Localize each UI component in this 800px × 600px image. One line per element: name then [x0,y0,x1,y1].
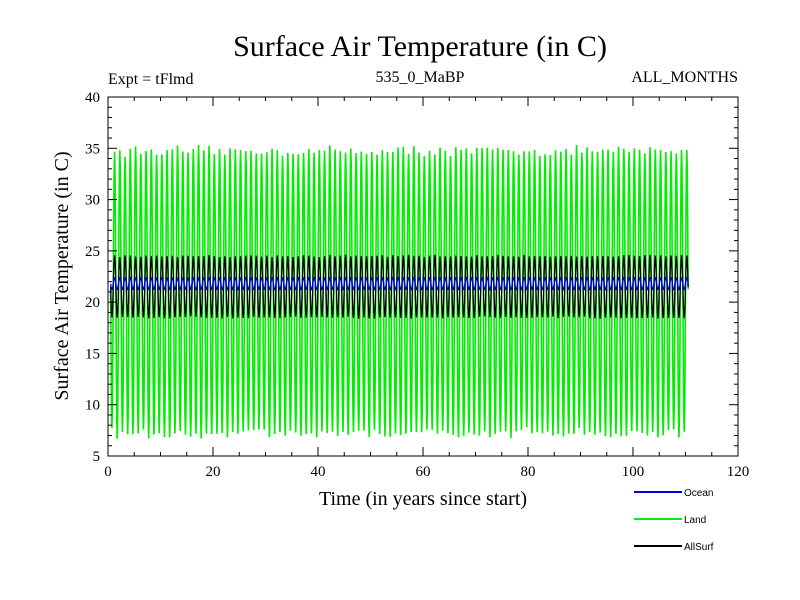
series-line-ocean [109,276,689,291]
x-tick-label: 40 [311,464,326,480]
series-layer [109,144,689,439]
y-tick-label: 15 [85,346,100,362]
x-tick-label: 0 [104,464,112,480]
x-tick-label: 60 [416,464,431,480]
y-tick-label: 30 [85,193,100,209]
x-axis-label: Time (in years since start) [319,488,527,510]
period-label: 535_0_MaBP [376,69,465,86]
y-tick-label: 25 [85,244,100,260]
chart-title: Surface Air Temperature (in C) [233,30,607,63]
legend-label-ocean: Ocean [684,488,713,499]
legend: Ocean Land AllSurf [634,488,714,553]
ticks-layer [107,96,739,457]
y-tick-label: 10 [85,398,100,414]
months-label: ALL_MONTHS [631,69,738,86]
tick-labels: 0 20 40 60 80 100 120 5 10 15 20 25 30 35 40 [85,90,749,480]
legend-label-land: Land [684,515,706,526]
y-tick-label: 20 [85,295,100,311]
x-tick-label: 20 [206,464,221,480]
x-tick-label: 100 [622,464,645,480]
y-axis-label: Surface Air Temperature (in C) [51,151,73,400]
y-tick-label: 5 [93,449,101,465]
x-tick-label: 120 [727,464,750,480]
y-tick-label: 40 [85,90,100,106]
x-tick-label: 80 [521,464,536,480]
y-tick-label: 35 [85,141,100,157]
legend-label-allsurf: AllSurf [684,542,714,553]
experiment-label: Expt = tFlmd [108,71,193,88]
